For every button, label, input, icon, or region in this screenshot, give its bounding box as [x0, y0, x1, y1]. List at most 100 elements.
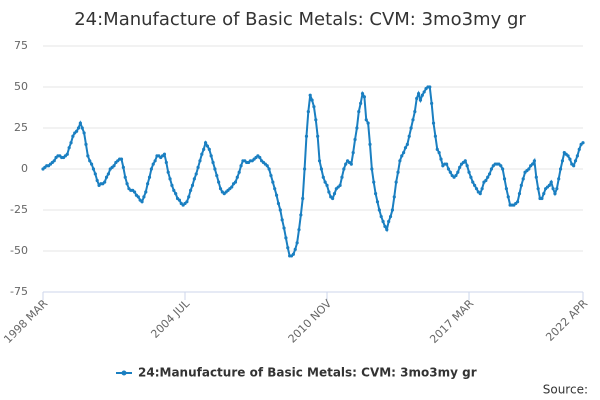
point	[142, 195, 146, 199]
point	[218, 187, 223, 191]
point	[170, 183, 174, 187]
x-tick-label: 2017 MAR	[427, 297, 476, 346]
point	[484, 178, 488, 183]
point	[536, 187, 540, 191]
point	[474, 187, 479, 191]
point	[312, 105, 316, 109]
point	[93, 172, 97, 176]
point	[402, 151, 406, 155]
point	[75, 129, 79, 133]
point	[162, 152, 167, 156]
point	[205, 144, 210, 148]
point	[89, 162, 94, 166]
point	[542, 192, 546, 196]
point	[316, 134, 320, 138]
point	[172, 188, 176, 192]
point	[342, 167, 346, 171]
point	[549, 180, 553, 184]
point	[396, 170, 400, 174]
point	[301, 196, 305, 201]
point	[189, 188, 193, 192]
point	[558, 167, 563, 171]
point	[372, 180, 376, 184]
point	[203, 141, 208, 145]
point	[319, 167, 324, 171]
point	[140, 200, 144, 204]
point	[299, 213, 303, 217]
point	[454, 173, 458, 178]
point	[409, 126, 413, 130]
point	[258, 155, 262, 160]
point	[506, 195, 510, 199]
point	[308, 93, 312, 97]
point	[422, 90, 426, 94]
source: Source:	[543, 383, 588, 397]
point	[551, 187, 555, 191]
point	[185, 200, 189, 204]
point	[344, 162, 348, 166]
point	[534, 175, 538, 179]
point	[540, 196, 544, 201]
point	[394, 180, 398, 184]
point	[521, 177, 525, 181]
point	[295, 241, 299, 245]
point	[572, 164, 576, 168]
point	[80, 126, 84, 130]
point	[428, 85, 432, 89]
point	[103, 180, 107, 184]
point	[237, 170, 241, 174]
point	[437, 151, 441, 155]
point	[282, 226, 286, 230]
point	[151, 162, 155, 166]
point	[338, 183, 342, 187]
point	[207, 147, 211, 151]
point	[349, 162, 353, 166]
point	[351, 151, 355, 155]
point	[213, 167, 217, 171]
point	[478, 192, 482, 196]
point	[166, 170, 170, 174]
point	[403, 146, 408, 150]
point	[65, 152, 69, 156]
point	[530, 162, 535, 166]
point	[331, 196, 335, 201]
point	[192, 177, 196, 181]
point	[112, 164, 116, 168]
point	[381, 219, 385, 224]
point	[293, 247, 297, 251]
point	[444, 162, 449, 166]
point	[271, 180, 275, 184]
point	[553, 192, 557, 196]
point	[164, 160, 168, 165]
point	[82, 131, 86, 135]
point	[84, 142, 88, 146]
y-tick-label: -50	[10, 244, 28, 257]
point	[198, 159, 202, 163]
point	[194, 172, 198, 176]
series-line	[42, 86, 584, 257]
point	[390, 208, 395, 212]
point	[433, 134, 437, 138]
point	[430, 101, 434, 105]
point	[104, 175, 109, 179]
point	[144, 190, 148, 194]
point	[388, 214, 393, 219]
point	[400, 154, 404, 158]
point	[269, 173, 273, 178]
point	[340, 175, 344, 179]
point	[76, 126, 81, 130]
point	[359, 101, 363, 105]
x-tick-label: 2022 APR	[543, 297, 590, 344]
point	[200, 152, 204, 156]
point	[480, 187, 484, 191]
point	[435, 147, 439, 151]
point	[489, 167, 494, 171]
point	[276, 201, 281, 206]
point	[467, 170, 471, 174]
point	[174, 192, 178, 196]
point	[302, 167, 307, 171]
x-tick-label: 2010 NOV	[286, 297, 335, 346]
point	[274, 193, 279, 197]
point	[121, 165, 125, 169]
point	[196, 165, 200, 169]
